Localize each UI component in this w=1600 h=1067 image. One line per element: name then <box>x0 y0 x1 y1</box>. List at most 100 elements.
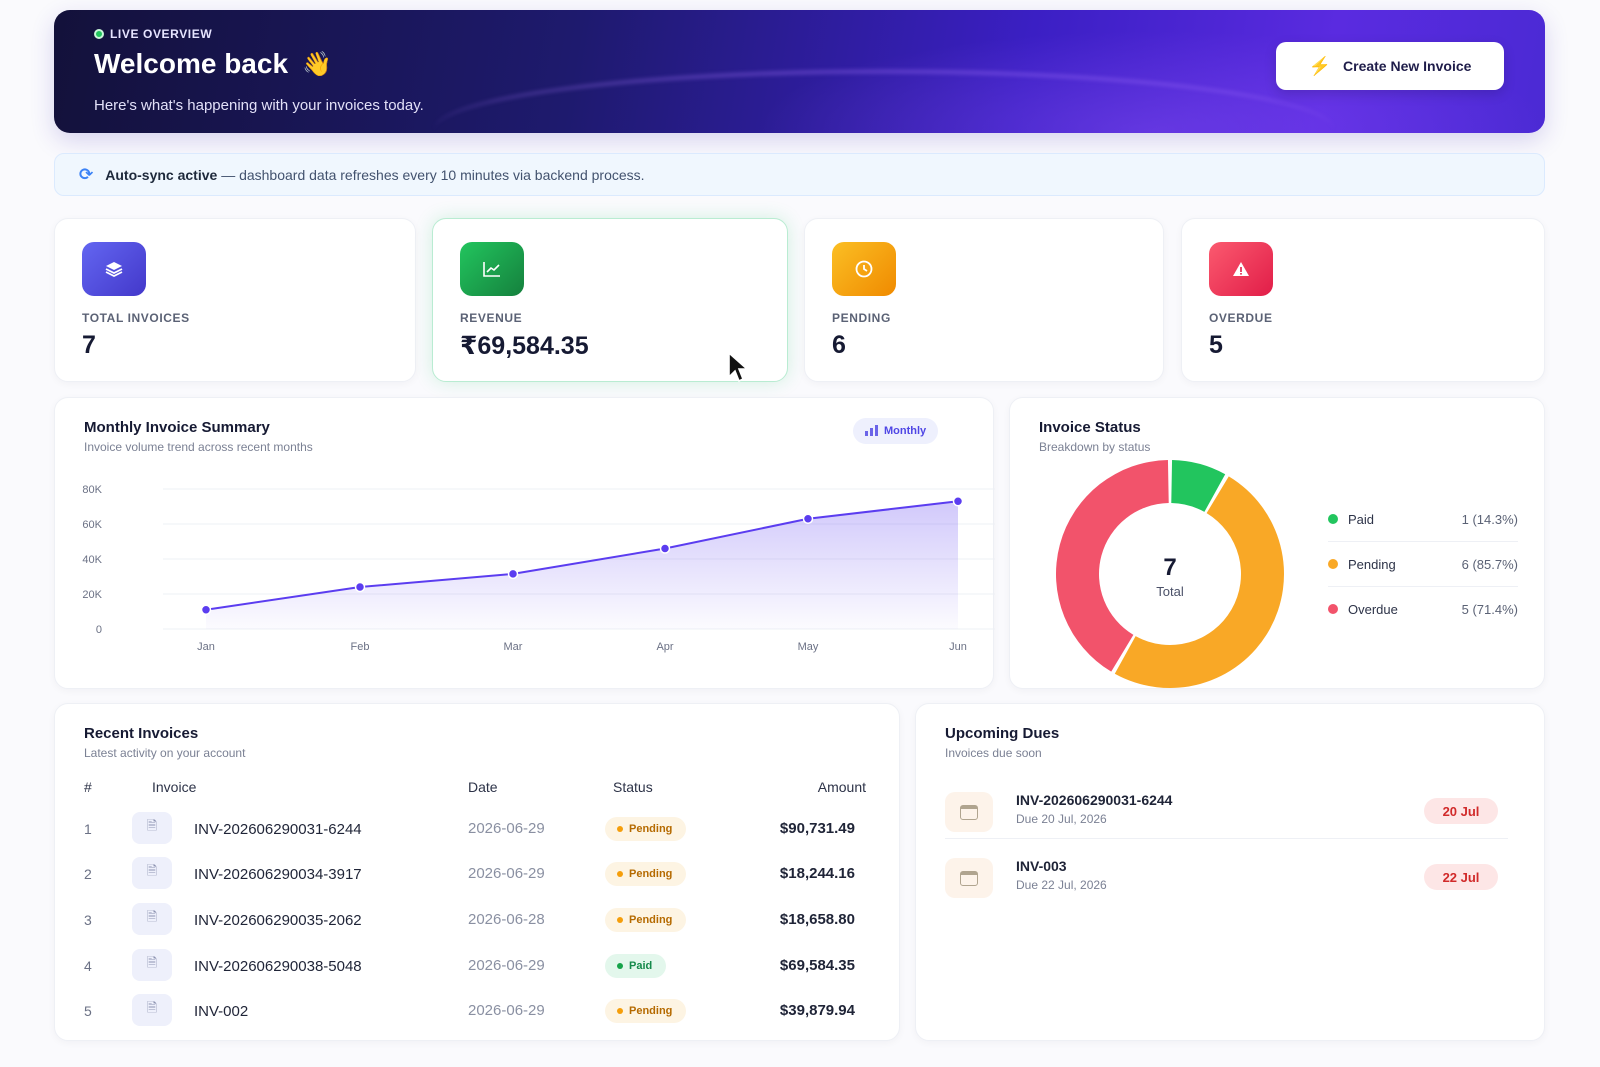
status-badge: Pending <box>605 908 687 932</box>
donut-slice-overdue <box>1056 460 1169 672</box>
lightning-icon: ⚡ <box>1308 55 1332 76</box>
due-date-badge: 20 Jul <box>1424 798 1498 824</box>
create-invoice-button[interactable]: ⚡ Create New Invoice <box>1276 42 1504 90</box>
stat-value: ₹69,584.35 <box>460 332 589 360</box>
monthly-summary-panel: Monthly Invoice Summary Invoice volume t… <box>54 397 995 689</box>
data-point <box>802 513 814 524</box>
panel-subtitle: Latest activity on your account <box>84 746 246 760</box>
x-tick-label: Apr <box>656 641 673 653</box>
y-tick-label: 80K <box>82 484 102 496</box>
monthly-toggle[interactable]: Monthly <box>853 418 939 444</box>
legend-label: Pending <box>1348 556 1396 572</box>
due-date-badge: 22 Jul <box>1424 864 1498 890</box>
table-row[interactable]: 2 🗎 INV-202606290034-3917 2026-06-29 Pen… <box>55 852 899 897</box>
panel-title: Monthly Invoice Summary <box>84 419 270 436</box>
stat-value: 6 <box>832 331 846 359</box>
invoice-amount: $18,658.80 <box>779 911 855 928</box>
table-row[interactable]: 3 🗎 INV-202606290035-2062 2026-06-28 Pen… <box>55 898 899 943</box>
row-number: 2 <box>84 866 92 882</box>
data-point <box>354 581 366 593</box>
status-badge: Pending <box>605 862 687 886</box>
sync-description: — dashboard data refreshes every 10 minu… <box>221 166 645 183</box>
data-point <box>507 568 519 580</box>
stat-value: 7 <box>82 331 96 359</box>
invoice-id[interactable]: INV-202606290035-2062 <box>194 912 362 929</box>
stat-value: 5 <box>1209 331 1223 359</box>
status-text: Pending <box>629 868 673 880</box>
status-badge: Pending <box>605 999 687 1023</box>
legend-divider <box>1328 586 1518 587</box>
data-point <box>659 543 671 554</box>
document-icon: 🗎 <box>132 903 172 935</box>
status-dot-icon <box>617 1008 623 1014</box>
hero-arc <box>434 70 1334 133</box>
status-badge: Pending <box>605 817 687 841</box>
status-badge: Paid <box>605 954 667 978</box>
invoice-id[interactable]: INV-202606290038-5048 <box>194 958 362 975</box>
alert-icon <box>1209 242 1273 296</box>
waving-hand-icon: 👋 <box>302 50 332 78</box>
stat-label: OVERDUE <box>1209 311 1273 325</box>
row-number: 3 <box>84 912 92 928</box>
table-row[interactable]: 4 🗎 INV-202606290038-5048 2026-06-29 Pai… <box>55 944 899 989</box>
x-tick-label: Feb <box>351 641 370 653</box>
calendar-icon <box>945 792 993 832</box>
document-icon: 🗎 <box>132 949 172 981</box>
refresh-icon: ⟳ <box>79 164 94 184</box>
donut-slice-paid <box>1171 460 1226 512</box>
invoice-amount: $39,879.94 <box>779 1002 855 1019</box>
status-text: Pending <box>629 1005 673 1017</box>
document-icon: 🗎 <box>132 812 172 844</box>
invoice-id[interactable]: INV-202606290034-3917 <box>194 866 362 883</box>
column-header-status: Status <box>613 779 653 795</box>
stat-card-overdue[interactable]: OVERDUE 5 <box>1181 218 1545 382</box>
panel-subtitle: Invoices due soon <box>945 746 1042 760</box>
layers-icon <box>82 242 146 296</box>
stat-label: TOTAL INVOICES <box>82 311 190 325</box>
stat-card-pending[interactable]: PENDING 6 <box>804 218 1164 382</box>
panel-title: Upcoming Dues <box>945 725 1060 742</box>
status-dot-icon <box>617 917 623 923</box>
donut-center-label: Total <box>1156 584 1184 599</box>
status-dot-icon <box>617 871 623 877</box>
overdue-dot-icon <box>1328 604 1338 614</box>
recent-invoices-panel: Recent Invoices Latest activity on your … <box>54 703 900 1041</box>
due-item[interactable]: INV-202606290031-6244 Due 20 Jul, 2026 2… <box>945 786 1508 850</box>
monthly-line-chart: 0 20K 40K 60K 80K Jan Feb Mar Apr May Jun <box>82 484 995 653</box>
y-tick-label: 60K <box>82 519 102 531</box>
auto-sync-banner: ⟳ Auto-sync active — dashboard data refr… <box>54 153 1545 196</box>
column-header-number: # <box>84 779 92 795</box>
invoice-id[interactable]: INV-002 <box>194 1003 249 1020</box>
x-tick-label: May <box>798 641 819 653</box>
table-row[interactable]: 1 🗎 INV-202606290031-6244 2026-06-29 Pen… <box>55 807 899 852</box>
column-header-amount: Amount <box>817 779 866 795</box>
due-date-text: Due 20 Jul, 2026 <box>1016 812 1107 826</box>
sync-status: Auto-sync active <box>105 166 218 183</box>
invoice-status-panel: Invoice Status Breakdown by status 7 Tota… <box>1009 397 1545 689</box>
y-tick-label: 20K <box>82 589 102 601</box>
pending-dot-icon <box>1328 559 1338 569</box>
invoice-id[interactable]: INV-202606290031-6244 <box>194 821 362 838</box>
table-row[interactable]: 5 🗎 INV-002 2026-06-29 Pending $39,879.9… <box>55 989 899 1034</box>
status-dot-icon <box>617 963 623 969</box>
document-icon: 🗎 <box>132 994 172 1026</box>
status-donut-chart: 7 Total <box>1056 460 1285 689</box>
column-header-date: Date <box>468 779 498 795</box>
page-title: Welcome back 👋 <box>94 48 332 80</box>
legend-item-pending: Pending 6 (85.7%) <box>1328 542 1518 586</box>
legend-item-paid: Paid 1 (14.3%) <box>1328 497 1518 541</box>
document-icon: 🗎 <box>132 857 172 889</box>
status-dot-icon <box>617 826 623 832</box>
clock-icon <box>832 242 896 296</box>
stat-card-total-invoices[interactable]: TOTAL INVOICES 7 <box>54 218 416 382</box>
live-indicator: LIVE OVERVIEW <box>94 27 212 41</box>
legend-divider <box>1328 541 1518 542</box>
series-line <box>205 500 959 611</box>
invoice-amount: $18,244.16 <box>779 865 855 882</box>
mouse-cursor-icon <box>728 351 750 383</box>
calendar-icon <box>945 858 993 898</box>
legend-item-overdue: Overdue 5 (71.4%) <box>1328 587 1518 631</box>
invoice-amount: $69,584.35 <box>779 957 855 974</box>
panel-title: Recent Invoices <box>84 725 199 742</box>
due-item[interactable]: INV-003 Due 22 Jul, 2026 22 Jul <box>945 852 1508 916</box>
